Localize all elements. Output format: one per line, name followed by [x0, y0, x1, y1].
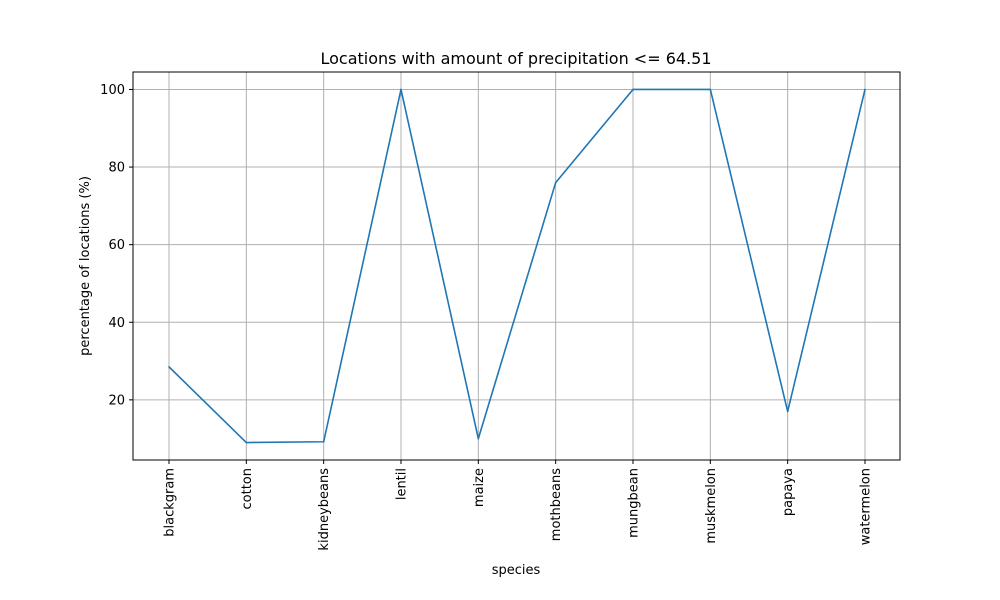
x-tick-label: mungbean [627, 468, 642, 538]
data-point [322, 440, 325, 443]
plot-frame [132, 71, 901, 461]
data-point [632, 88, 634, 91]
data-point [168, 366, 170, 368]
x-grid [168, 72, 866, 460]
x-tick-label: maize [472, 468, 487, 507]
y-axis-label: percentage of locations (%) [78, 176, 93, 356]
series-line [168, 88, 866, 444]
data-point [786, 410, 789, 413]
y-grid [133, 88, 900, 401]
data-point [554, 181, 557, 184]
data-point [245, 441, 248, 444]
x-tick-label: cotton [240, 468, 255, 510]
chart-title: Locations with amount of precipitation <… [320, 49, 711, 68]
x-ticks: blackgram cotton kidneybeans lentil maize mot… [163, 460, 874, 551]
x-tick-label: muskmelon [704, 468, 719, 544]
x-tick-label: lentil [395, 468, 410, 500]
y-tick-label: 60 [108, 238, 125, 253]
x-tick-label: blackgram [163, 468, 178, 537]
plot-series [168, 88, 866, 444]
x-tick-label: mothbeans [549, 468, 564, 541]
y-tick-label: 100 [100, 83, 125, 98]
y-tick-label: 20 [108, 393, 125, 408]
x-axis-label: species [492, 563, 541, 578]
y-tick-label: 80 [108, 161, 125, 176]
x-tick-label: kidneybeans [317, 468, 332, 551]
x-tick-label: papaya [781, 468, 796, 516]
y-ticks: 20 40 60 80 100 [100, 83, 133, 408]
data-point [709, 88, 712, 91]
y-tick-label: 40 [108, 316, 125, 331]
x-tick-label: watermelon [859, 468, 874, 545]
data-point [864, 88, 866, 91]
data-point [477, 437, 480, 440]
data-point [400, 88, 402, 91]
